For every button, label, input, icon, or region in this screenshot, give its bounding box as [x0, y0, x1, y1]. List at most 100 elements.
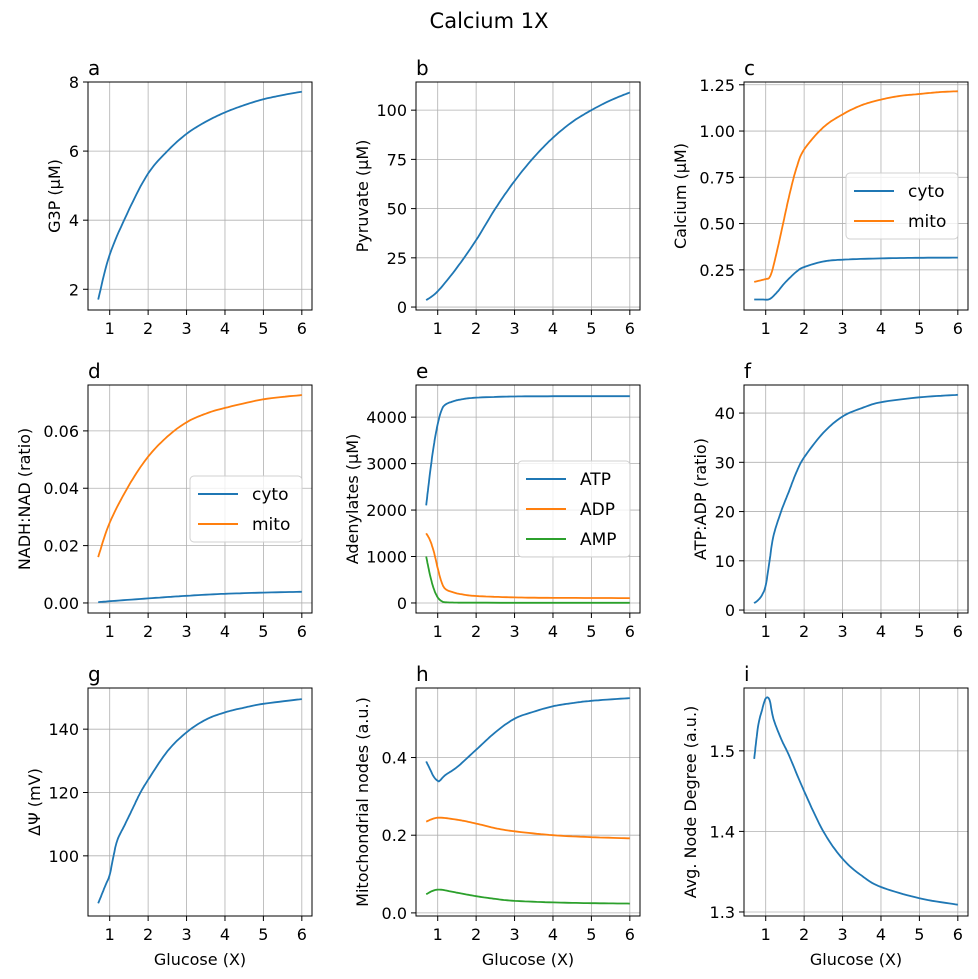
x-tick-label: 1	[433, 319, 443, 338]
x-tick-label: 6	[297, 925, 307, 944]
panel-label: e	[416, 359, 428, 383]
panel-label: h	[416, 662, 429, 686]
series-line-AMP	[425, 556, 630, 604]
x-tick-label: 6	[953, 925, 963, 944]
y-tick-label: 50	[387, 200, 407, 219]
x-tick-label: 4	[220, 319, 230, 338]
y-tick-label: 140	[48, 720, 79, 739]
panel-label: f	[744, 359, 752, 383]
legend-label-ATP: ATP	[580, 470, 611, 490]
x-axis-label: Glucose (X)	[154, 950, 246, 969]
x-tick-label: 2	[143, 319, 153, 338]
y-tick-label: 30	[715, 453, 735, 472]
axes-frame	[743, 687, 969, 917]
figure-title: Calcium 1X	[430, 9, 549, 33]
x-tick-label: 3	[509, 622, 519, 641]
subplot-b: 1 2 3 4 5 6 0 25 50 75 100 b Pyruvate (µM)	[353, 56, 641, 338]
axes-frame	[743, 384, 969, 614]
subplot-i: 1 2 3 4 5 6 1.3 1.4 1.5 i Avg. Node Degree (a.u.) G…	[681, 662, 969, 969]
axes-frame	[415, 81, 641, 311]
y-axis-label: NADH:NAD (ratio)	[15, 428, 34, 570]
y-tick-label: 1.25	[699, 76, 735, 95]
x-tick-label: 3	[837, 622, 847, 641]
axes-frame	[87, 384, 313, 614]
series-line-0	[753, 393, 958, 604]
y-tick-label: 0	[397, 594, 407, 613]
y-axis-label: Adenylates (µM)	[343, 434, 362, 565]
series-line-cyto	[98, 590, 302, 603]
legend-box	[845, 172, 959, 240]
y-tick-label: 25	[387, 249, 407, 268]
y-axis-label: Calcium (µM)	[671, 143, 690, 249]
y-tick-label: 1000	[366, 548, 407, 567]
x-tick-label: 3	[181, 319, 191, 338]
series-line-1	[425, 816, 630, 840]
y-tick-label: 0.00	[43, 594, 79, 613]
series-line-2	[425, 888, 630, 905]
x-tick-label: 2	[471, 319, 481, 338]
legend-box	[517, 460, 631, 558]
y-tick-label: 3000	[366, 455, 407, 474]
legend: cyto mito	[189, 475, 303, 543]
y-axis-label: Mitochondrial nodes (a.u.)	[353, 697, 372, 907]
y-tick-label: 0.04	[43, 479, 79, 498]
x-tick-label: 2	[799, 925, 809, 944]
y-tick-label: 2	[69, 280, 79, 299]
x-tick-label: 5	[258, 622, 268, 641]
y-tick-label: 4000	[366, 408, 407, 427]
y-tick-label: 1.5	[710, 742, 735, 761]
axes-frame	[87, 81, 313, 311]
series-line-ADP	[425, 532, 630, 599]
x-tick-label: 1	[105, 319, 115, 338]
y-tick-label: 0.0	[382, 904, 407, 923]
y-tick-label: 0	[725, 601, 735, 620]
x-tick-label: 5	[914, 925, 924, 944]
x-tick-label: 1	[761, 622, 771, 641]
panel-label: g	[88, 662, 101, 686]
panel-label: c	[744, 56, 755, 80]
y-tick-label: 0.50	[699, 215, 735, 234]
x-tick-label: 2	[143, 622, 153, 641]
y-tick-label: 1.3	[710, 903, 735, 922]
panel-label: d	[88, 359, 101, 383]
x-tick-label: 6	[625, 622, 635, 641]
x-tick-label: 2	[143, 925, 153, 944]
y-tick-label: 0.06	[43, 422, 79, 441]
legend-box	[189, 475, 303, 543]
x-tick-label: 4	[876, 622, 886, 641]
y-tick-label: 40	[715, 404, 735, 423]
x-tick-label: 3	[181, 925, 191, 944]
subplot-f: 1 2 3 4 5 6 0 10 20 30 40 f ATP:ADP (ratio)	[691, 359, 969, 641]
y-tick-label: 0	[397, 298, 407, 317]
y-tick-label: 100	[376, 101, 407, 120]
x-tick-label: 6	[625, 925, 635, 944]
series-line-ATP	[425, 395, 630, 506]
panel-label: a	[88, 56, 100, 80]
legend: ATP ADP AMP	[517, 460, 631, 558]
x-tick-label: 2	[471, 622, 481, 641]
x-tick-label: 4	[548, 319, 558, 338]
x-tick-label: 5	[586, 319, 596, 338]
y-axis-label: ΔΨ (mV)	[25, 768, 44, 836]
x-tick-label: 4	[220, 925, 230, 944]
y-tick-label: 75	[387, 150, 407, 169]
series-line-cyto	[754, 256, 958, 301]
x-tick-label: 2	[799, 622, 809, 641]
x-tick-label: 5	[586, 622, 596, 641]
x-tick-label: 5	[914, 319, 924, 338]
axes-frame	[415, 687, 641, 917]
subplot-c: 1 2 3 4 5 6 0.25 0.50 0.75 1.00 1.25 c Calcium (µM) c…	[671, 56, 969, 338]
x-tick-label: 5	[258, 319, 268, 338]
x-tick-label: 2	[471, 925, 481, 944]
y-tick-label: 100	[48, 847, 79, 866]
axes-frame	[87, 687, 313, 917]
x-tick-label: 4	[220, 622, 230, 641]
x-tick-label: 4	[876, 925, 886, 944]
legend-label-cyto: cyto	[908, 182, 944, 202]
y-tick-label: 0.02	[43, 537, 79, 556]
x-tick-label: 6	[953, 319, 963, 338]
y-tick-label: 1.4	[710, 822, 735, 841]
y-axis-label: ATP:ADP (ratio)	[691, 438, 710, 560]
x-tick-label: 4	[876, 319, 886, 338]
